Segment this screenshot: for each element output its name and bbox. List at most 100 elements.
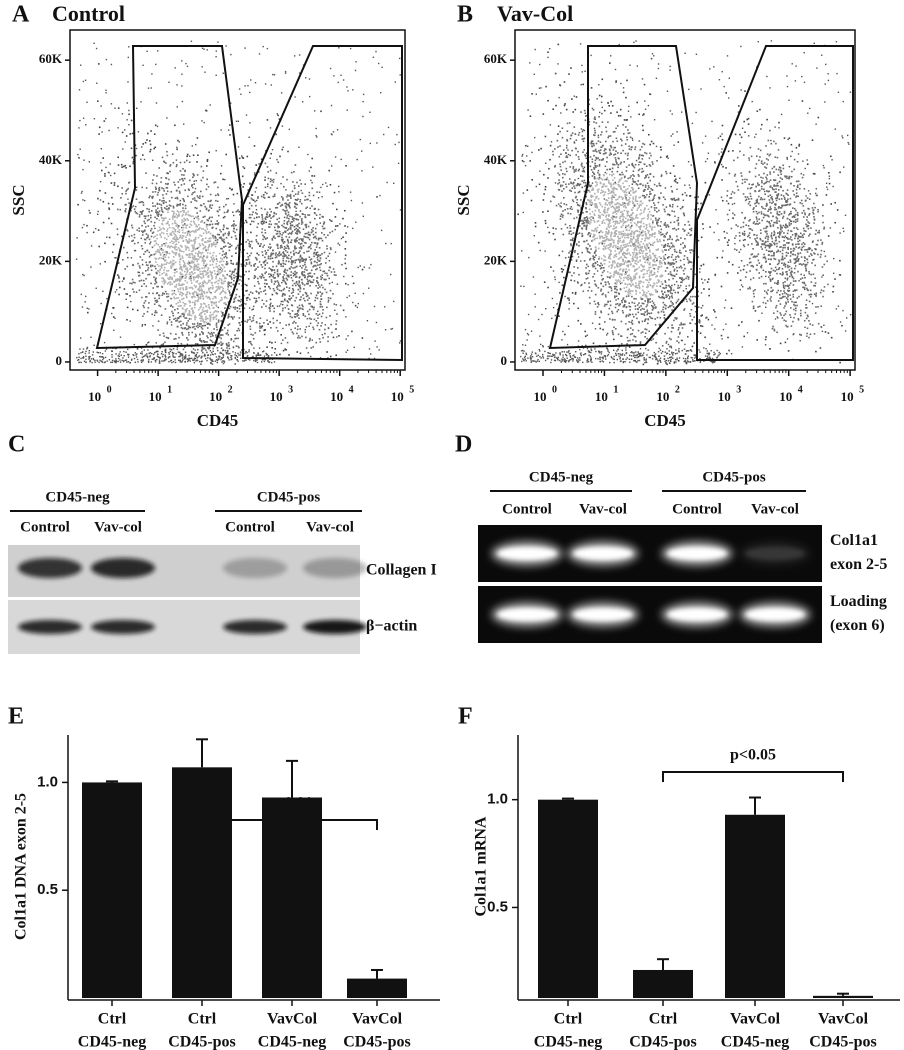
event-dot: [264, 257, 266, 259]
event-dot: [193, 348, 194, 349]
event-dot: [642, 286, 644, 288]
event-dot: [196, 354, 197, 355]
event-dot: [357, 307, 358, 308]
event-dot: [233, 271, 235, 273]
event-dot: [329, 232, 331, 234]
event-dot: [301, 220, 303, 222]
event-dot: [187, 234, 189, 236]
event-dot: [126, 252, 128, 254]
event-dot: [122, 281, 123, 282]
event-dot: [301, 190, 302, 191]
event-dot: [212, 255, 214, 257]
event-dot: [617, 274, 619, 276]
event-dot: [210, 354, 211, 355]
event-dot: [315, 342, 317, 344]
event-dot: [186, 324, 188, 326]
event-dot: [169, 354, 170, 355]
event-dot: [167, 278, 169, 280]
event-dot: [570, 239, 572, 241]
event-dot: [291, 264, 293, 266]
event-dot: [179, 255, 181, 257]
event-dot: [140, 101, 141, 102]
event-dot: [639, 214, 641, 216]
event-dot: [293, 321, 295, 323]
event-dot: [185, 274, 187, 276]
event-dot: [223, 73, 224, 74]
event-dot: [129, 283, 131, 285]
gate: [97, 46, 242, 348]
event-dot: [547, 51, 549, 53]
event-dot: [647, 182, 649, 184]
event-dot: [158, 212, 160, 214]
event-dot: [219, 356, 221, 358]
event-dot: [195, 343, 197, 345]
event-dot: [244, 47, 245, 48]
event-dot: [173, 263, 175, 265]
event-dot: [197, 137, 199, 139]
event-dot: [207, 318, 209, 320]
event-dot: [672, 228, 674, 230]
event-dot: [219, 343, 221, 345]
event-dot: [306, 326, 307, 327]
event-dot: [334, 310, 335, 311]
event-dot: [317, 325, 319, 327]
event-dot: [376, 196, 378, 198]
event-dot: [201, 316, 203, 318]
event-dot: [159, 248, 161, 250]
event-dot: [207, 347, 208, 348]
event-dot: [247, 256, 249, 258]
event-dot: [334, 274, 336, 276]
event-dot: [217, 41, 218, 42]
event-dot: [194, 317, 196, 319]
event-dot: [183, 284, 185, 286]
panel-letter: A: [12, 2, 30, 28]
event-dot: [300, 259, 302, 261]
event-dot: [179, 141, 180, 142]
event-dot: [220, 261, 222, 263]
event-dot: [200, 296, 202, 298]
event-dot: [613, 154, 615, 156]
event-dot: [174, 238, 176, 240]
event-dot: [310, 293, 312, 295]
event-dot: [398, 142, 399, 143]
event-dot: [309, 256, 311, 258]
event-dot: [662, 309, 664, 311]
event-dot: [302, 308, 304, 310]
event-dot: [222, 240, 224, 242]
event-dot: [104, 120, 106, 122]
event-dot: [185, 237, 187, 239]
event-dot: [631, 217, 633, 219]
event-dot: [200, 256, 202, 258]
event-dot: [208, 218, 210, 220]
event-dot: [217, 287, 219, 289]
event-dot: [251, 241, 253, 243]
event-dot: [237, 310, 239, 312]
event-dot: [153, 174, 155, 176]
event-dot: [253, 315, 254, 316]
event-dot: [262, 266, 264, 268]
event-dot: [186, 291, 188, 293]
event-dot: [285, 202, 287, 204]
event-dot: [173, 361, 174, 362]
event-dot: [161, 286, 163, 288]
event-dot: [161, 264, 163, 266]
event-dot: [216, 356, 217, 357]
event-dot: [169, 319, 170, 320]
event-dot: [159, 229, 161, 231]
event-dot: [194, 272, 196, 274]
event-dot: [183, 302, 185, 304]
event-dot: [353, 283, 355, 285]
event-dot: [336, 336, 337, 337]
event-dot: [127, 354, 128, 355]
event-dot: [115, 291, 116, 292]
event-dot: [176, 279, 178, 281]
event-dot: [300, 255, 302, 257]
x-tick-exponent: 4: [349, 384, 354, 395]
event-dot: [174, 292, 176, 294]
event-dot: [297, 289, 299, 291]
event-dot: [195, 237, 197, 239]
event-dot: [174, 246, 176, 248]
event-dot: [191, 253, 193, 255]
event-dot: [265, 253, 267, 255]
event-dot: [286, 278, 288, 280]
